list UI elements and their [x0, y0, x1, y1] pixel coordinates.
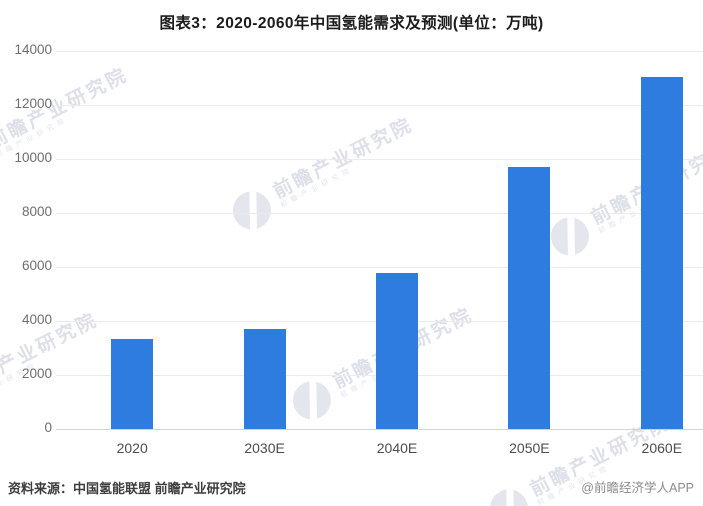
y-axis-tick-label: 4000 — [21, 312, 52, 327]
bar-2030E — [243, 328, 286, 429]
source-text: 资料来源：中国氢能联盟 前瞻产业研究院 — [8, 481, 246, 496]
bar-2040E — [376, 273, 418, 429]
gridline — [56, 51, 703, 52]
y-axis-tick-label: 2000 — [21, 366, 52, 381]
chart-title: 图表3：2020-2060年中国氢能需求及预测(单位：万吨) — [159, 15, 544, 32]
x-axis-tick-label: 2020 — [116, 440, 148, 456]
gridline — [56, 267, 703, 268]
bar-2020 — [111, 338, 154, 429]
bar-2060E — [640, 77, 683, 429]
y-axis-tick-label: 6000 — [21, 258, 52, 273]
y-axis-tick-label: 8000 — [21, 204, 52, 219]
x-axis-tick-label: 2060E — [641, 440, 683, 456]
y-axis-tick-label: 12000 — [14, 96, 52, 111]
y-axis-tick-label: 0 — [44, 420, 52, 435]
y-axis-tick-label: 10000 — [14, 150, 52, 165]
x-axis-tick-label: 2030E — [244, 440, 285, 456]
gridline — [56, 159, 703, 160]
gridline — [56, 213, 703, 214]
x-axis-line — [56, 429, 703, 430]
y-axis-tick-label: 14000 — [14, 42, 52, 57]
credit-text: @前瞻经济学人APP — [581, 481, 694, 495]
x-axis-tick-label: 2050E — [509, 440, 550, 456]
gridline — [56, 105, 703, 106]
x-axis-tick-label: 2040E — [376, 440, 418, 456]
bar-2050E — [508, 167, 551, 429]
